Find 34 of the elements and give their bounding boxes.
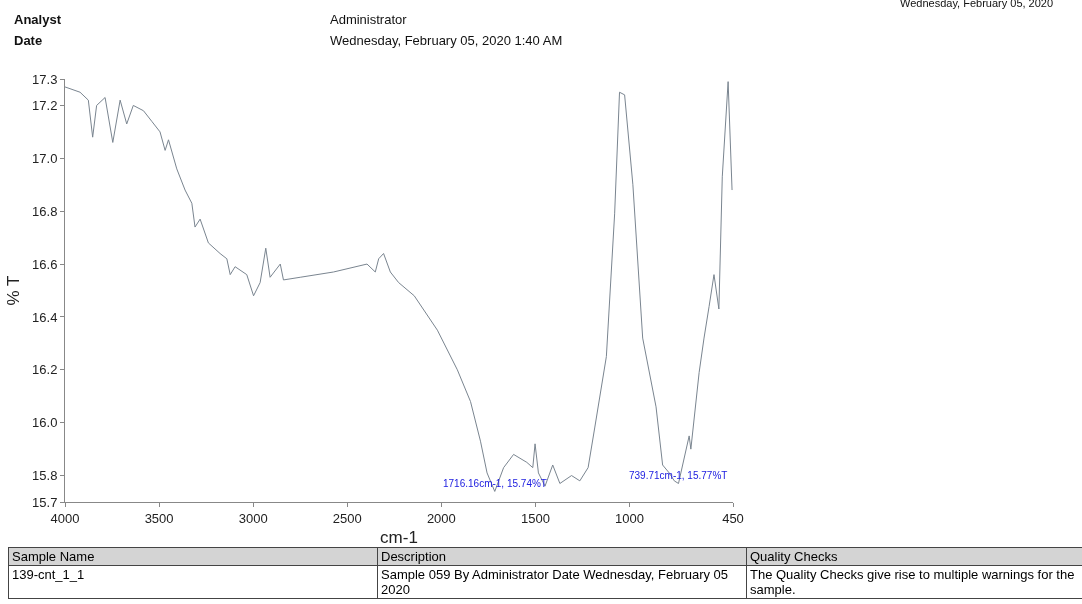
line-series (65, 81, 733, 492)
text: Wednesday, February 05, 2020 1:40 AM (330, 33, 563, 48)
y-axis-title: % T (3, 275, 23, 306)
x-tick-label: 2500 (332, 510, 362, 526)
x-tick-label: 450 (722, 510, 744, 526)
x-tick-label: 3000 (238, 510, 268, 526)
y-tick-label: 16.8 (32, 203, 58, 219)
y-tick-label: 16.4 (32, 309, 58, 325)
annotation: 1716.16cm-1, 15.74%T (443, 478, 547, 489)
text: Sample Name (8, 547, 378, 566)
text: The Quality Checks give rise to multiple warnings for the sample. (746, 565, 1082, 599)
y-tick-label: 16.2 (32, 362, 58, 378)
text: Administrator (330, 12, 407, 27)
x-axis-title: cm-1 (380, 528, 418, 547)
y-tick-label: 17.0 (32, 150, 58, 166)
annotation: 739.71cm-1, 15.77%T (629, 470, 728, 481)
y-tick-label: 17.3 (32, 71, 58, 87)
y-tick-label: 15.7 (32, 494, 58, 510)
y-tick-label: 15.8 (32, 468, 58, 484)
y-tick-label: 16.0 (32, 415, 58, 431)
x-tick-label: 2000 (426, 510, 456, 526)
x-tick-label: 1500 (520, 510, 550, 526)
text: Description (377, 547, 747, 566)
text: Wednesday, February 05, 2020 (900, 0, 1054, 9)
text: Sample 059 By Administrator Date Wednesday, February 05 2020 (377, 565, 747, 599)
text: Quality Checks (746, 547, 1082, 566)
x-tick-label: 4000 (50, 510, 80, 526)
text: 139-cnt_1_1 (8, 565, 378, 599)
text: Analyst (14, 12, 61, 27)
x-tick-label: 3500 (144, 510, 174, 526)
y-tick-label: 16.6 (32, 256, 58, 272)
y-tick-label: 17.2 (32, 97, 58, 113)
text: Date (14, 33, 43, 48)
x-tick-label: 1000 (615, 510, 644, 526)
